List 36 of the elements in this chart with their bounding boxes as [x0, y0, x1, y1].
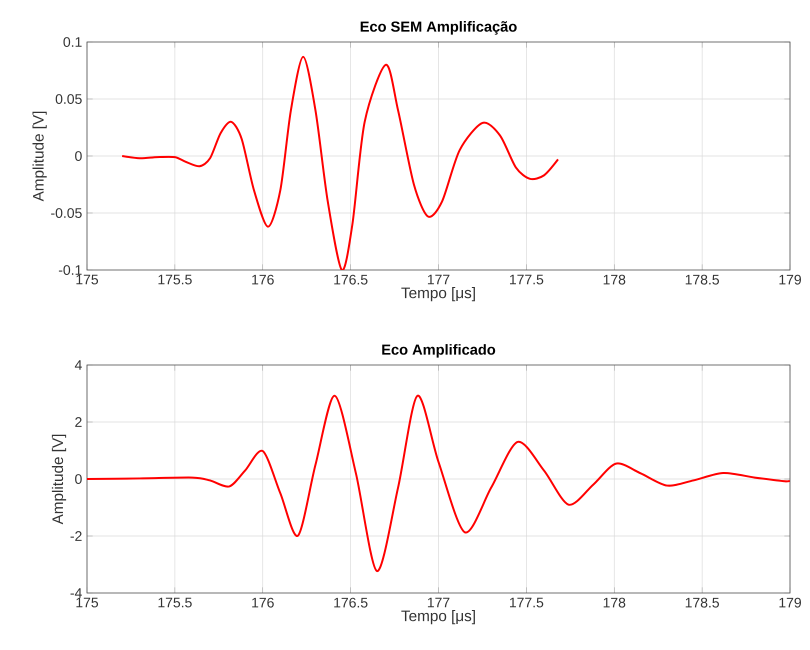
x-tick-label: 177: [428, 598, 450, 608]
x-tick-label: 175: [76, 598, 98, 608]
y-tick-label: 4: [74, 360, 82, 370]
y-axis-title: Amplitude [V]: [52, 434, 66, 524]
x-tick-label: 177.5: [510, 598, 544, 608]
y-tick-label: 2: [75, 417, 82, 427]
x-tick-label: 176.5: [334, 274, 368, 285]
x-tick-label: 178.5: [686, 274, 719, 285]
x-tick-label: 177.5: [510, 274, 544, 284]
y-tick-label: 0: [75, 151, 82, 161]
chart-title: Eco SEM Amplificação: [360, 21, 517, 35]
x-tick-label: 179: [779, 274, 801, 285]
x-tick-label: 176: [252, 598, 274, 608]
y-tick-label: -0.05: [51, 208, 82, 218]
x-tick-label: 179: [779, 598, 801, 608]
x-tick-label: 178: [604, 598, 626, 608]
x-axis-title: Tempo [μs]: [401, 287, 475, 302]
x-tick-label: 175.5: [158, 274, 192, 284]
y-tick-label: -2: [70, 531, 82, 541]
x-tick-label: 175.5: [158, 598, 192, 608]
y-tick-label: -4: [70, 588, 82, 598]
x-tick-label: 178.5: [686, 598, 719, 608]
y-tick-label: 0: [75, 474, 82, 484]
y-axis-title: Amplitude [V]: [32, 112, 47, 202]
chart-title: Eco Amplificado: [382, 344, 496, 358]
x-tick-label: 176.5: [334, 598, 368, 608]
x-tick-label: 177: [428, 274, 450, 284]
x-tick-label: 178: [604, 274, 626, 285]
y-tick-label: -0.1: [58, 265, 82, 275]
x-tick-label: 176: [252, 274, 274, 285]
line-series: [121, 56, 560, 270]
line-series: [87, 394, 790, 572]
x-axis-title: Tempo [μs]: [401, 610, 475, 624]
x-tick-label: 175: [76, 274, 98, 284]
y-tick-label: 0.1: [63, 37, 82, 47]
y-tick-label: 0.05: [56, 94, 82, 104]
